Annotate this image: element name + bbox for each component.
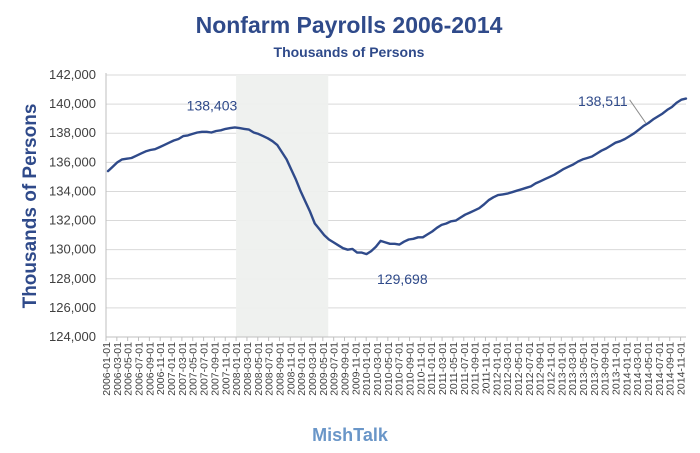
y-tick-label: 130,000 [49, 242, 96, 257]
x-tick-label: 2011-05-01 [448, 342, 460, 395]
x-tick-label: 2012-03-01 [502, 342, 514, 396]
x-tick-label: 2007-03-01 [177, 342, 189, 396]
annotation-leader [629, 99, 647, 124]
y-tick-label: 132,000 [49, 213, 96, 228]
x-tick-label: 2009-03-01 [307, 342, 319, 396]
x-tick-label: 2008-09-01 [274, 342, 286, 396]
x-tick-labels: 2006-01-012006-03-012006-05-012006-07-01… [101, 337, 688, 396]
x-tick-label: 2011-09-01 [470, 342, 482, 395]
x-tick-label: 2010-01-01 [361, 342, 373, 396]
annotation-label: 129,698 [377, 271, 428, 287]
y-tick-labels: 124,000 126,000 128,000 130,000 132,000 134,0… [49, 67, 96, 344]
y-tick-label: 142,000 [49, 67, 96, 82]
x-tick-label: 2014-09-01 [665, 342, 677, 396]
x-tick-label: 2009-05-01 [318, 342, 330, 396]
y-axis-label: Thousands of Persons [20, 104, 41, 309]
chart-subtitle: Thousands of Persons [274, 44, 425, 60]
x-tick-label: 2010-05-01 [383, 342, 395, 396]
x-tick-label: 2014-11-01 [676, 342, 688, 395]
x-tick-label: 2010-11-01 [415, 342, 427, 395]
x-tick-label: 2013-11-01 [611, 342, 623, 395]
x-tick-label: 2007-09-01 [209, 342, 221, 396]
series-line [106, 97, 688, 256]
source-credit: MishTalk [312, 425, 389, 445]
x-tick-label: 2008-01-01 [231, 342, 243, 396]
x-tick-label: 2007-07-01 [199, 342, 211, 396]
recession-shading [236, 75, 329, 337]
x-tick-label: 2008-07-01 [264, 342, 276, 396]
y-tick-label: 128,000 [49, 271, 96, 286]
x-tick-label: 2014-03-01 [632, 342, 644, 396]
x-tick-label: 2014-07-01 [654, 342, 666, 396]
x-tick-label: 2007-01-01 [166, 342, 178, 396]
x-tick-label: 2012-01-01 [491, 342, 503, 396]
x-tick-label: 2008-03-01 [242, 342, 254, 396]
x-tick-label: 2010-03-01 [372, 342, 384, 396]
x-tick-label: 2009-07-01 [329, 342, 341, 396]
y-tick-label: 140,000 [49, 96, 96, 111]
x-tick-label: 2012-05-01 [513, 342, 525, 396]
chart-title: Nonfarm Payrolls 2006-2014 [196, 12, 503, 38]
x-tick-label: 2010-07-01 [394, 342, 406, 396]
x-tick-label: 2006-11-01 [155, 342, 167, 395]
x-tick-label: 2012-09-01 [535, 342, 547, 396]
x-tick-label: 2013-07-01 [589, 342, 601, 396]
x-tick-label: 2006-07-01 [134, 342, 146, 396]
x-tick-label: 2009-11-01 [350, 342, 362, 395]
x-tick-label: 2013-09-01 [600, 342, 612, 396]
x-tick-label: 2011-07-01 [459, 342, 471, 395]
x-tick-label: 2011-11-01 [480, 342, 492, 394]
x-tick-label: 2011-03-01 [437, 342, 449, 395]
series-lines [106, 97, 688, 256]
annotation-label: 138,403 [187, 97, 238, 113]
x-tick-label: 2014-05-01 [643, 342, 655, 396]
annotations: 138,403 129,698 138,511 [187, 93, 647, 287]
x-tick-label: 2009-01-01 [296, 342, 308, 396]
y-tick-label: 136,000 [49, 154, 96, 169]
x-tick-label: 2011-01-01 [426, 342, 438, 395]
x-tick-label: 2007-05-01 [188, 342, 200, 396]
axes [105, 73, 686, 338]
y-tick-label: 138,000 [49, 125, 96, 140]
x-tick-label: 2008-11-01 [285, 342, 297, 395]
x-tick-label: 2006-09-01 [144, 342, 156, 396]
y-tick-label: 134,000 [49, 183, 96, 198]
x-tick-label: 2010-09-01 [405, 342, 417, 396]
x-tick-label: 2013-05-01 [578, 342, 590, 396]
x-tick-label: 2008-05-01 [253, 342, 265, 396]
x-tick-label: 2013-03-01 [567, 342, 579, 396]
x-tick-label: 2007-11-01 [220, 342, 232, 395]
x-tick-label: 2013-01-01 [556, 342, 568, 396]
recession-band [236, 75, 329, 337]
y-tick-label: 126,000 [49, 300, 96, 315]
x-tick-label: 2012-07-01 [524, 342, 536, 396]
gridlines [106, 74, 686, 338]
x-tick-label: 2006-01-01 [101, 342, 113, 396]
annotation-label: 138,511 [578, 93, 628, 109]
y-tick-label: 124,000 [49, 329, 96, 344]
x-tick-label: 2006-03-01 [112, 342, 124, 396]
x-tick-label: 2012-11-01 [545, 342, 557, 395]
x-tick-label: 2009-09-01 [340, 342, 352, 396]
x-tick-label: 2014-01-01 [621, 342, 633, 396]
x-tick-label: 2006-05-01 [123, 342, 135, 396]
